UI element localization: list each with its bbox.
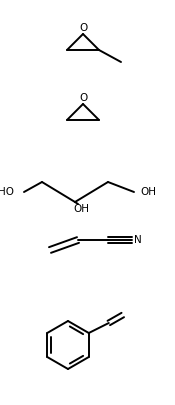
Text: O: O bbox=[79, 23, 87, 33]
Text: OH: OH bbox=[140, 187, 156, 197]
Text: OH: OH bbox=[73, 204, 89, 214]
Text: N: N bbox=[134, 235, 142, 245]
Text: HO: HO bbox=[0, 187, 14, 197]
Text: O: O bbox=[79, 93, 87, 103]
